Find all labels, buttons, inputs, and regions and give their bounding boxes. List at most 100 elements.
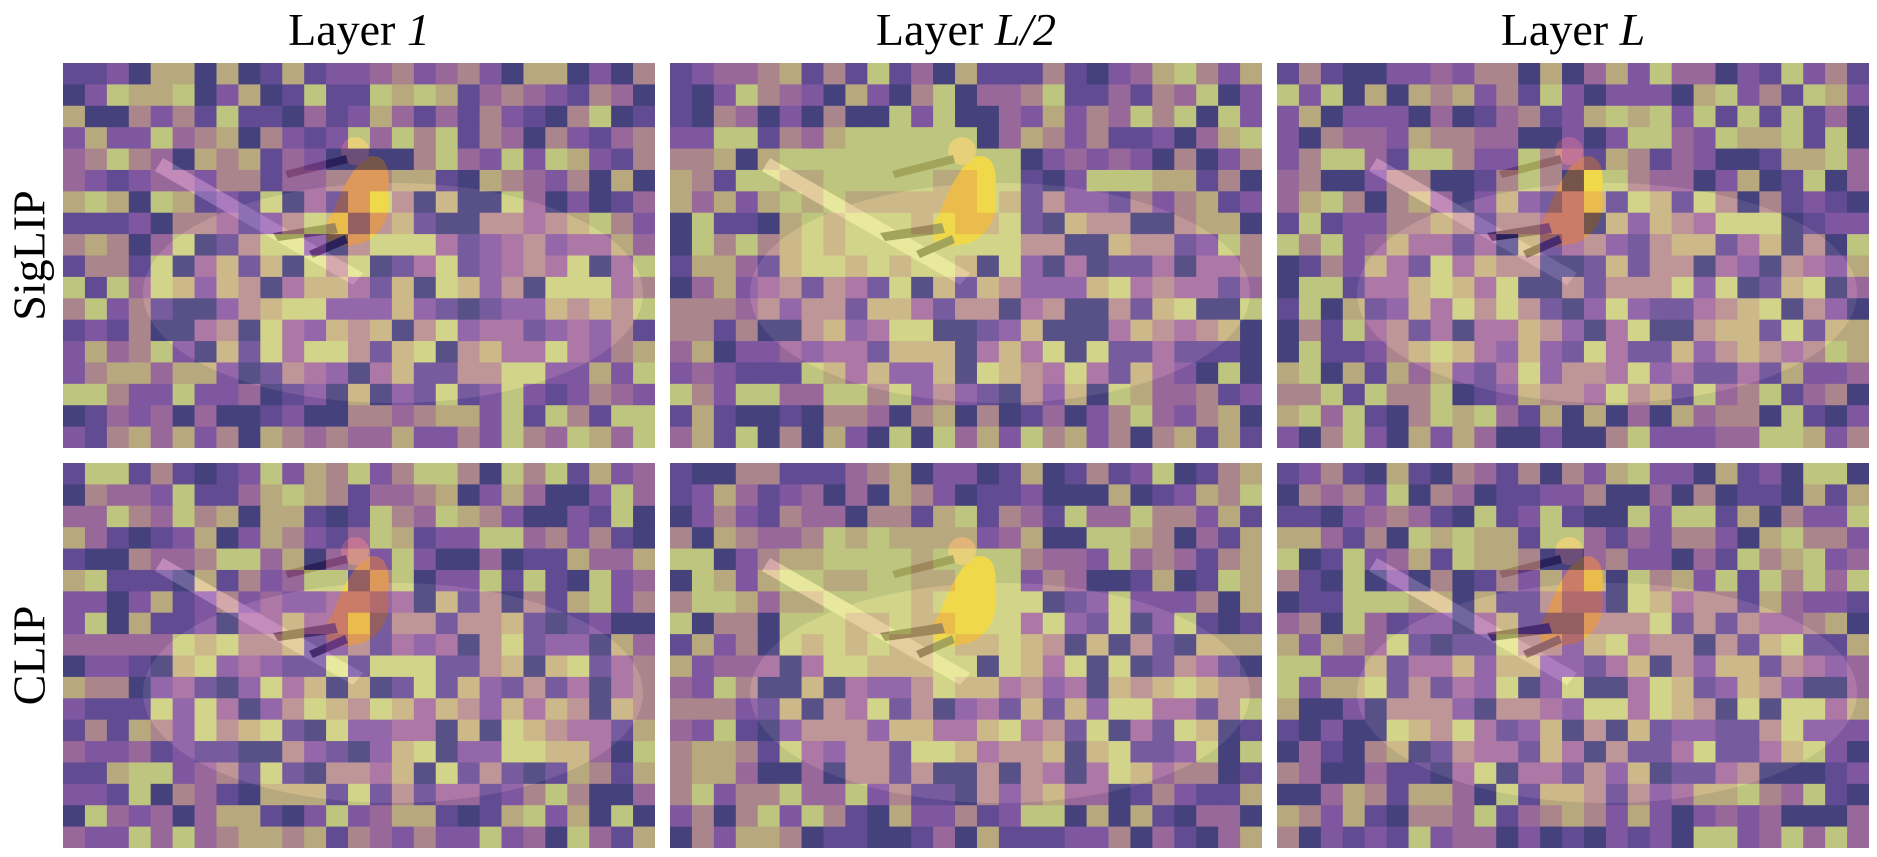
heatmap-cell: [589, 634, 612, 657]
heatmap-cell: [304, 105, 327, 128]
heatmap-cell: [1649, 298, 1673, 321]
heatmap-cell: [435, 719, 459, 742]
heatmap-cell: [1386, 655, 1410, 678]
heatmap-cell: [1562, 383, 1585, 406]
heatmap-cell: [1649, 612, 1673, 635]
heatmap-cell: [955, 805, 978, 828]
heatmap-cell: [348, 405, 371, 428]
heatmap-cell: [845, 569, 868, 592]
heatmap-cell: [955, 212, 978, 235]
heatmap-cell: [976, 148, 1000, 171]
heatmap-cell: [150, 105, 174, 128]
heatmap-cell: [713, 298, 737, 321]
heatmap-cell: [150, 698, 174, 721]
heatmap-cell: [260, 569, 283, 592]
heatmap-cell: [1737, 634, 1760, 657]
heatmap-cell: [611, 505, 634, 528]
heatmap-cell: [998, 484, 1022, 507]
heatmap-cell: [1020, 169, 1044, 192]
heatmap-cell: [1218, 127, 1241, 150]
heatmap-cell: [1540, 805, 1563, 828]
attention-grid: [63, 463, 655, 848]
heatmap-cell: [1298, 527, 1322, 550]
heatmap-cell: [260, 191, 283, 214]
heatmap-cell: [282, 719, 305, 742]
heatmap-cell: [1496, 405, 1519, 428]
heatmap-cell: [1715, 212, 1739, 235]
heatmap-cell: [735, 255, 759, 278]
heatmap-cell: [1408, 698, 1432, 721]
heatmap-cell: [998, 655, 1022, 678]
heatmap-cell: [84, 805, 108, 828]
heatmap-cell: [691, 634, 715, 657]
heatmap-cell: [1152, 719, 1175, 742]
heatmap-cell: [304, 762, 327, 785]
heatmap-cell: [1452, 826, 1475, 848]
heatmap-cell: [479, 634, 503, 657]
heatmap-cell: [1240, 676, 1262, 699]
heatmap-cell: [976, 762, 1000, 785]
heatmap-cell: [326, 191, 349, 214]
heatmap-cell: [1452, 341, 1475, 364]
column-title-prefix: Layer: [1500, 4, 1620, 55]
heatmap-cell: [304, 212, 327, 235]
heatmap-cell: [1781, 463, 1804, 485]
heatmap-cell: [976, 463, 1000, 485]
heatmap-cell: [128, 676, 152, 699]
heatmap-cell: [1671, 405, 1695, 428]
heatmap-cell: [801, 783, 825, 806]
heatmap-cell: [1064, 698, 1088, 721]
heatmap-cell: [1320, 762, 1344, 785]
heatmap-cell: [1152, 676, 1175, 699]
heatmap-cell: [845, 505, 868, 528]
heatmap-cell: [823, 591, 847, 614]
heatmap-cell: [260, 255, 283, 278]
heatmap-cell: [128, 719, 152, 742]
heatmap-cell: [1474, 548, 1497, 571]
heatmap-cell: [63, 383, 86, 406]
heatmap-cell: [348, 676, 371, 699]
heatmap-cell: [457, 426, 481, 448]
heatmap-cell: [1064, 362, 1088, 385]
heatmap-cell: [1605, 741, 1629, 764]
heatmap-cell: [84, 826, 108, 848]
heatmap-cell: [1671, 234, 1695, 257]
heatmap-cell: [1803, 463, 1826, 485]
heatmap-cell: [238, 148, 261, 171]
heatmap-cell: [1737, 298, 1760, 321]
heatmap-cell: [998, 255, 1022, 278]
heatmap-cell: [889, 234, 912, 257]
heatmap-cell: [911, 148, 934, 171]
heatmap-cell: [348, 127, 371, 150]
heatmap-cell: [282, 698, 305, 721]
heatmap-cell: [589, 383, 612, 406]
heatmap-cell: [611, 234, 634, 257]
heatmap-cell: [713, 527, 737, 550]
heatmap-cell: [1320, 676, 1344, 699]
heatmap-cell: [106, 405, 130, 428]
heatmap-cell: [106, 463, 130, 485]
heatmap-cell: [1240, 548, 1262, 571]
heatmap-cell: [611, 169, 634, 192]
heatmap-cell: [282, 612, 305, 635]
heatmap-cell: [670, 698, 693, 721]
heatmap-cell: [1086, 591, 1110, 614]
heatmap-cell: [1364, 463, 1388, 485]
heatmap-cell: [611, 719, 634, 742]
heatmap-cell: [779, 127, 803, 150]
heatmap-cell: [1759, 463, 1782, 485]
heatmap-cell: [545, 276, 568, 299]
heatmap-cell: [1737, 362, 1760, 385]
heatmap-cell: [1825, 148, 1848, 171]
heatmap-cell: [670, 234, 693, 257]
heatmap-cell: [545, 319, 568, 342]
heatmap-cell: [1605, 463, 1629, 485]
heatmap-cell: [479, 255, 503, 278]
heatmap-cell: [1042, 655, 1066, 678]
heatmap-cell: [1649, 783, 1673, 806]
heatmap-cell: [1825, 298, 1848, 321]
heatmap-cell: [1605, 762, 1629, 785]
heatmap-cell: [735, 234, 759, 257]
heatmap-cell: [1474, 634, 1497, 657]
heatmap-cell: [691, 169, 715, 192]
